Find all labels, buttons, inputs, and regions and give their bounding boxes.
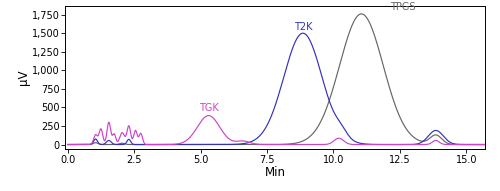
X-axis label: Min: Min [264,166,285,179]
Text: TPGS: TPGS [390,2,415,12]
Y-axis label: μV: μV [17,70,30,85]
Text: T2K: T2K [294,22,312,32]
Text: TGK: TGK [198,103,218,113]
